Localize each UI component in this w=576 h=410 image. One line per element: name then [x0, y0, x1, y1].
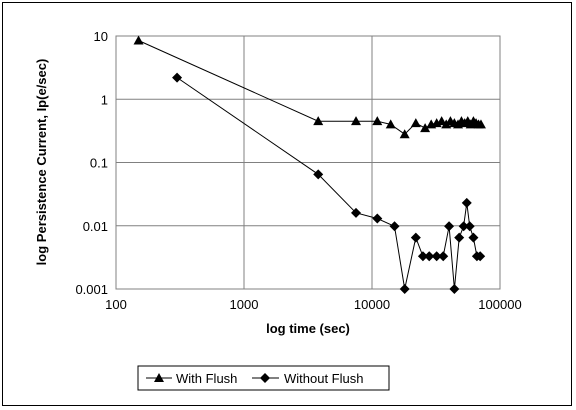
data-point-diamond — [172, 72, 183, 83]
data-point-diamond — [454, 232, 465, 243]
y-tick-label: 1 — [101, 92, 108, 107]
x-tick-label: 1000 — [230, 297, 259, 312]
data-point-diamond — [389, 221, 400, 232]
x-tick-label: 100000 — [478, 297, 521, 312]
legend-marker-triangle-icon — [154, 373, 164, 382]
tick-labels: 100 1000 10000 100000 0.001 0.01 0.1 1 10 — [75, 29, 521, 312]
data-point-diamond — [313, 169, 324, 180]
data-point-triangle — [436, 116, 447, 126]
data-point-diamond — [458, 221, 469, 232]
data-point-diamond — [464, 221, 475, 232]
legend-marker-diamond-icon — [260, 373, 270, 383]
data-point-triangle — [372, 116, 383, 126]
data-point-diamond — [475, 251, 486, 262]
data-point-triangle — [475, 119, 486, 129]
legend-label-with-flush: With Flush — [176, 371, 237, 386]
data-point-diamond — [424, 251, 435, 262]
data-point-diamond — [410, 232, 421, 243]
series-markers — [133, 35, 486, 294]
x-tick-label: 100 — [105, 297, 127, 312]
data-point-diamond — [372, 213, 383, 224]
data-point-diamond — [351, 207, 362, 218]
data-point-diamond — [468, 232, 479, 243]
data-point-diamond — [444, 221, 455, 232]
y-tick-label: 0.1 — [90, 156, 108, 171]
y-tick-label: 0.01 — [83, 219, 108, 234]
x-axis-label: log time (sec) — [266, 321, 350, 336]
data-point-triangle — [313, 116, 324, 126]
data-point-diamond — [461, 197, 472, 208]
data-point-triangle — [410, 118, 421, 128]
data-point-diamond — [417, 251, 428, 262]
x-tick-label: 10000 — [354, 297, 390, 312]
legend-label-without-flush: Without Flush — [284, 371, 363, 386]
y-tick-label: 0.001 — [75, 282, 108, 297]
y-axis-label: log Persistence Current, Ip(e/sec) — [34, 59, 49, 266]
data-point-diamond — [431, 251, 442, 262]
y-tick-label: 10 — [94, 29, 108, 44]
data-point-triangle — [385, 119, 396, 129]
data-point-diamond — [449, 284, 460, 294]
data-point-diamond — [438, 251, 449, 262]
gridlines — [116, 36, 500, 289]
data-point-triangle — [420, 123, 431, 133]
legend: With Flush Without Flush — [137, 365, 390, 391]
data-point-triangle — [351, 116, 362, 126]
data-point-triangle — [399, 129, 410, 139]
data-point-triangle — [133, 35, 144, 45]
data-point-diamond — [399, 284, 410, 294]
